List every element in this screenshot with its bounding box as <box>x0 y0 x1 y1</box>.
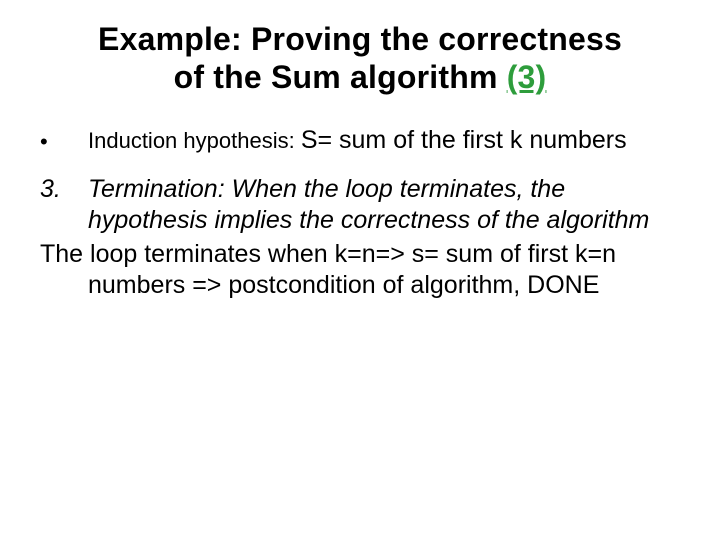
conclusion-paragraph: The loop terminates when k=n=> s= sum of… <box>40 239 680 302</box>
bullet-body: Induction hypothesis: S= sum of the firs… <box>88 125 680 156</box>
bullet-rest: S= sum of the first k numbers <box>301 126 627 154</box>
bullet-lead: Induction hypothesis: <box>88 128 301 153</box>
numbered-row: 3. Termination: When the loop terminates… <box>40 174 680 237</box>
numbered-marker: 3. <box>40 174 88 205</box>
title-line-1: Example: Proving the correctness <box>98 21 622 57</box>
slide-title: Example: Proving the correctness of the … <box>40 20 680 97</box>
slide: Example: Proving the correctness of the … <box>0 0 720 540</box>
title-line-2-prefix: of the Sum algorithm <box>174 59 507 95</box>
bullet-marker: • <box>40 125 88 156</box>
title-link-number[interactable]: (3) <box>507 59 547 95</box>
bullet-row: • Induction hypothesis: S= sum of the fi… <box>40 125 680 156</box>
numbered-body: Termination: When the loop terminates, t… <box>88 174 680 237</box>
